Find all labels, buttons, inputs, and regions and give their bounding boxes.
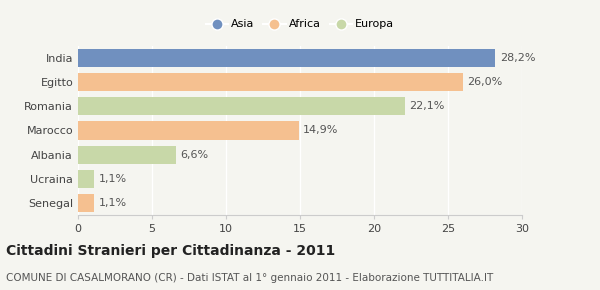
Text: 14,9%: 14,9% — [303, 126, 338, 135]
Bar — [78, 49, 496, 68]
Bar — [78, 194, 94, 212]
Text: 26,0%: 26,0% — [467, 77, 502, 88]
Legend: Asia, Africa, Europa: Asia, Africa, Europa — [201, 15, 399, 34]
Text: 1,1%: 1,1% — [99, 173, 127, 184]
Text: 28,2%: 28,2% — [500, 53, 535, 64]
Text: 1,1%: 1,1% — [99, 197, 127, 208]
Text: COMUNE DI CASALMORANO (CR) - Dati ISTAT al 1° gennaio 2011 - Elaborazione TUTTIT: COMUNE DI CASALMORANO (CR) - Dati ISTAT … — [6, 273, 493, 283]
Text: 6,6%: 6,6% — [180, 150, 208, 160]
Bar — [78, 73, 463, 91]
Bar — [78, 170, 94, 188]
Bar — [78, 122, 299, 139]
Text: Cittadini Stranieri per Cittadinanza - 2011: Cittadini Stranieri per Cittadinanza - 2… — [6, 244, 335, 258]
Bar — [78, 146, 176, 164]
Bar — [78, 97, 405, 115]
Text: 22,1%: 22,1% — [410, 102, 445, 111]
